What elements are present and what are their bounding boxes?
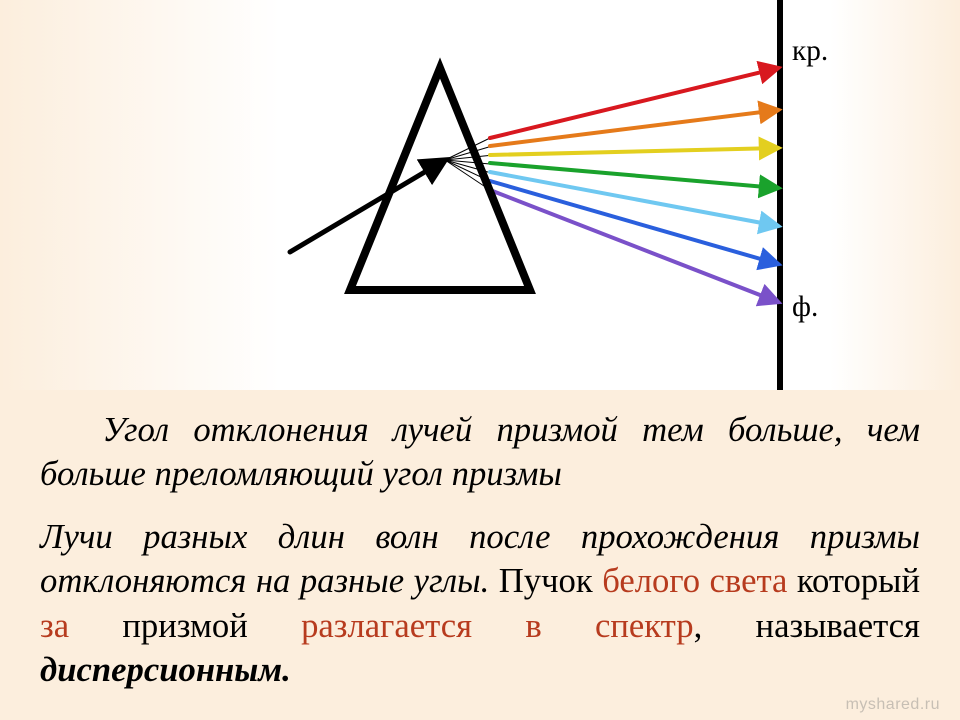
para1-text: Угол отклонения лучей призмой тем больше… bbox=[40, 411, 920, 493]
p2-i: дисперсионным. bbox=[40, 651, 291, 689]
dispersed-ray-cyan bbox=[490, 172, 778, 226]
p2-e: за bbox=[40, 607, 69, 645]
p2-f: призмой bbox=[69, 607, 301, 645]
diagram-right-strip bbox=[830, 0, 960, 390]
paragraph-2: Лучи разных длин волн после прохождения … bbox=[40, 515, 920, 693]
p2-h: , называется bbox=[694, 607, 920, 645]
dispersed-ray-violet bbox=[490, 190, 778, 302]
p2-g: разлагается в спектр bbox=[301, 607, 693, 645]
dispersed-ray-green bbox=[490, 163, 778, 188]
dispersed-ray-blue bbox=[490, 181, 778, 264]
diagram-left-strip bbox=[0, 0, 280, 390]
prism-dispersion-diagram: кр. ф. bbox=[280, 0, 830, 390]
diagram-area: кр. ф. bbox=[0, 0, 960, 390]
prism-icon bbox=[350, 68, 530, 290]
p2-d: который bbox=[787, 562, 920, 600]
watermark: myshared.ru bbox=[846, 696, 940, 714]
label-red: кр. bbox=[792, 35, 828, 67]
label-violet: ф. bbox=[792, 291, 818, 323]
p2-b: Пучок bbox=[489, 562, 602, 600]
page: кр. ф. Угол отклонения лучей призмой тем … bbox=[0, 0, 960, 720]
dispersed-ray-yellow bbox=[490, 148, 778, 155]
p2-c: белого света bbox=[602, 562, 787, 600]
text-area: Угол отклонения лучей призмой тем больше… bbox=[0, 390, 960, 720]
paragraph-1: Угол отклонения лучей призмой тем больше… bbox=[40, 408, 920, 497]
